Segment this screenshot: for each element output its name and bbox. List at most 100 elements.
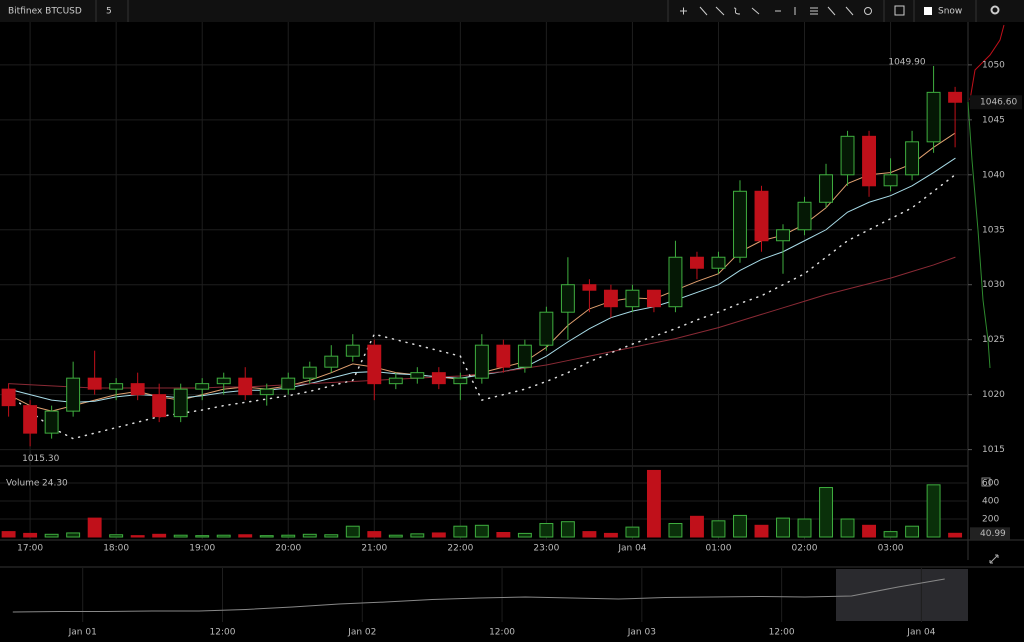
volume-bar [883, 531, 898, 538]
candle-body [23, 405, 38, 434]
candle-body [905, 141, 920, 176]
y-tick-label: 1015 [982, 445, 1005, 455]
candle-body [797, 201, 812, 231]
volume-bar [517, 532, 532, 538]
candle-body [410, 372, 425, 379]
candle-body [862, 135, 877, 187]
volume-bar [926, 484, 941, 538]
volume-bar [754, 524, 769, 538]
candle-body [754, 190, 769, 242]
volume-bar [152, 533, 167, 538]
theme-checkbox[interactable] [924, 7, 932, 15]
volume-bar [474, 524, 489, 538]
candle-body [238, 377, 253, 396]
volume-bar [905, 525, 920, 538]
volume-bar [23, 532, 38, 538]
y-tick-label: 1020 [982, 390, 1005, 400]
volume-bar [66, 532, 81, 538]
volume-bar [776, 517, 790, 538]
volume-bar [238, 534, 253, 538]
x-tick-label: Jan 04 [617, 544, 646, 554]
volume-last-label: 40.99 [980, 529, 1006, 539]
y-tick-label: 1025 [982, 335, 1005, 345]
candle-body [733, 190, 747, 258]
volume-bar [797, 518, 812, 538]
volume-bar [625, 526, 640, 538]
candle-body [711, 256, 726, 269]
candle-body [173, 388, 188, 418]
candle-body [582, 284, 597, 291]
candle-body [66, 377, 81, 412]
candle-body [152, 394, 167, 418]
volume-bar [216, 534, 231, 538]
volume-title: Volume [6, 479, 40, 489]
x-tick-label: 19:00 [189, 544, 215, 554]
x-tick-label: 23:00 [533, 544, 559, 554]
candle-body [281, 377, 296, 390]
x-tick-label: 22:00 [447, 544, 473, 554]
navigator-tick-label: Jan 01 [68, 628, 97, 638]
candle-body [1, 388, 16, 407]
volume-bar [560, 521, 575, 538]
navigator-tick-label: Jan 03 [627, 628, 656, 638]
y-tick-label: 600 [982, 479, 999, 489]
candle-body [367, 344, 382, 385]
volume-bar [711, 520, 726, 538]
expand-icon[interactable] [989, 554, 999, 564]
candle-body [668, 256, 683, 308]
candle-body [324, 355, 339, 368]
volume-bar [345, 525, 360, 538]
y-tick-label: 1035 [982, 225, 1005, 235]
candle-body [302, 366, 317, 379]
volume-bar [948, 532, 963, 538]
volume-last-box [970, 527, 1010, 540]
candle-body [388, 377, 403, 385]
drawing-tools[interactable] [680, 5, 905, 16]
candle-body [948, 91, 963, 103]
symbol[interactable]: Bitfinex BTCUSD [8, 7, 82, 17]
y-tick-label: 400 [982, 497, 999, 507]
candle-body [474, 344, 489, 379]
last-price-label: 1046.60 [980, 98, 1017, 108]
x-tick-label: 20:00 [275, 544, 301, 554]
candle-body [926, 91, 941, 143]
candle-body [109, 383, 124, 390]
volume-bar [410, 533, 425, 538]
interval[interactable]: 5 [106, 7, 112, 17]
volume-bar [388, 534, 403, 538]
navigator-tick-label: 12:00 [489, 628, 515, 638]
volume-bar [302, 533, 317, 538]
volume-bar [173, 534, 188, 538]
theme-label[interactable]: Snow [938, 7, 962, 17]
volume-current: 24.30 [42, 479, 68, 489]
volume-bar [324, 534, 339, 538]
volume-bar [1, 531, 16, 538]
candle-body [517, 344, 532, 368]
candle-body [345, 344, 360, 357]
settings-icon[interactable] [990, 5, 1000, 15]
candle-body [431, 372, 446, 385]
candle-body [496, 344, 511, 368]
volume-bar [668, 523, 683, 538]
x-tick-label: 18:00 [103, 544, 129, 554]
x-tick-label: 02:00 [792, 544, 818, 554]
candle-body [87, 377, 102, 390]
pane-button[interactable] [981, 477, 991, 487]
candle-body [195, 383, 210, 390]
volume-bar [431, 532, 446, 538]
price-annotation: 1049.90 [888, 57, 925, 67]
volume-bar [819, 487, 833, 538]
candle-body [625, 289, 640, 308]
depth-bids [967, 101, 991, 369]
candle-body [603, 289, 618, 308]
navigator-tick-label: Jan 02 [347, 628, 376, 638]
y-tick-label: 200 [982, 515, 999, 525]
candle-body [819, 174, 833, 203]
navigator-tick-label: 12:00 [769, 628, 795, 638]
y-tick-label: 1030 [982, 280, 1005, 290]
candle-body [840, 135, 855, 176]
toolbar [0, 0, 1024, 22]
volume-bar [367, 531, 382, 538]
